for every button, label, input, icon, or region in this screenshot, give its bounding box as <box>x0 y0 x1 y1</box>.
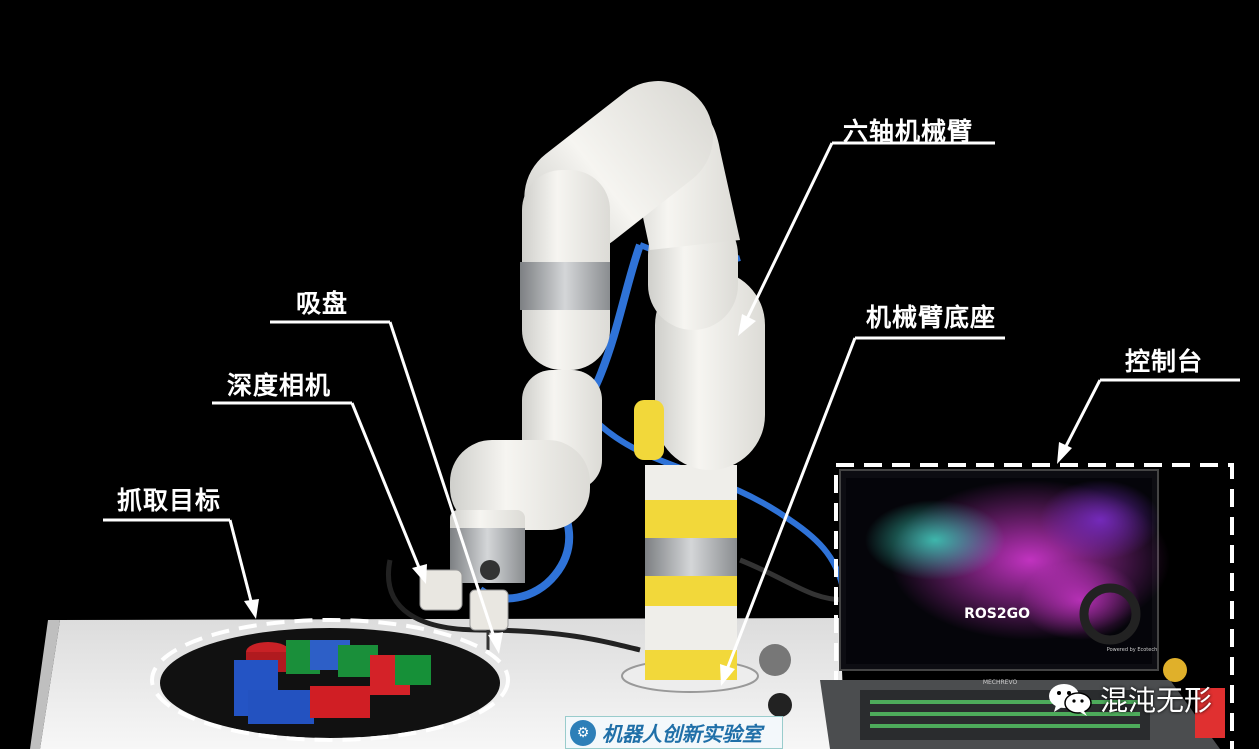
laptop <box>820 469 1225 749</box>
target-blocks <box>234 640 431 724</box>
laptop-brand: MECHREVO <box>983 679 1018 686</box>
console-dashed-box <box>834 463 1234 749</box>
wechat-icon <box>1048 682 1092 716</box>
label-six-axis-arm: 六轴机械臂 <box>843 117 974 146</box>
screen-tagline: Powered by Ecotech <box>1107 647 1158 653</box>
annotation-pointers <box>103 141 1240 686</box>
label-depth-camera: 深度相机 <box>227 371 332 400</box>
label-suction-cup: 吸盘 <box>296 289 349 318</box>
screen-brand: ROS2GO <box>964 606 1030 622</box>
watermark-text: 混沌无形 <box>1100 684 1213 717</box>
end-effector <box>419 569 509 650</box>
label-console: 控制台 <box>1125 347 1204 376</box>
lab-badge-icon: ⚙ <box>570 719 596 746</box>
target-dashed-outline <box>150 618 510 742</box>
label-grab-target: 抓取目标 <box>117 486 222 515</box>
lab-logo: ⚙ 机器人创新实验室 <box>565 716 783 749</box>
arm-base <box>621 465 792 717</box>
wechat-watermark: 混沌无形 <box>1048 679 1212 719</box>
lab-logo-text: 机器人创新实验室 <box>602 722 762 746</box>
arm-elbow-segment <box>520 81 714 490</box>
label-arm-base: 机械臂底座 <box>866 303 997 332</box>
